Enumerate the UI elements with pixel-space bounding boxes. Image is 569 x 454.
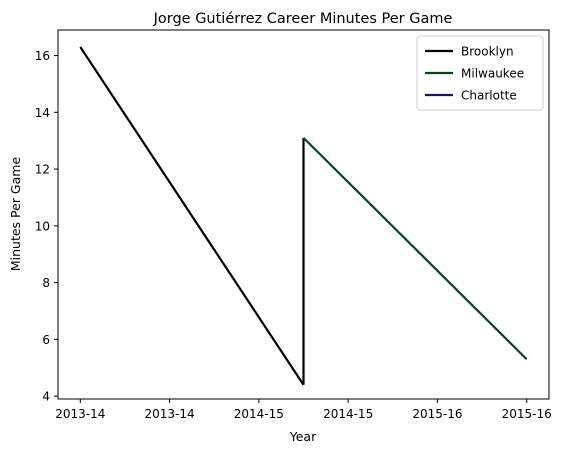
- series-line-brooklyn: [79, 46, 305, 386]
- y-tick-label: 12: [35, 163, 50, 177]
- legend-label-charlotte: Charlotte: [461, 89, 517, 103]
- y-tick-label: 6: [42, 333, 50, 347]
- series-layer: [79, 46, 528, 386]
- y-axis-label: Minutes Per Game: [8, 157, 23, 272]
- legend: Brooklyn Milwaukee Charlotte: [416, 35, 544, 111]
- x-axis: 2013-14 2013-14 2014-15 2014-15 2015-16 2015-…: [55, 399, 552, 421]
- legend-label-brooklyn: Brooklyn: [461, 45, 514, 59]
- x-axis-label: Year: [289, 429, 317, 444]
- legend-box: [416, 35, 544, 111]
- series-line-milwaukee: [302, 137, 528, 361]
- x-tick-label: 2013-14: [55, 407, 105, 421]
- x-tick-label: 2015-16: [502, 407, 552, 421]
- y-tick-label: 8: [42, 276, 50, 290]
- y-tick-label: 4: [42, 390, 50, 404]
- x-tick-label: 2014-15: [323, 407, 373, 421]
- y-tick-label: 10: [35, 219, 50, 233]
- x-tick-label: 2014-15: [234, 407, 284, 421]
- y-tick-label: 16: [35, 49, 50, 63]
- x-tick-label: 2015-16: [412, 407, 462, 421]
- chart-title: Jorge Gutiérrez Career Minutes Per Game: [153, 11, 453, 27]
- plot-frame: [57, 29, 550, 400]
- x-tick-label: 2013-14: [145, 407, 195, 421]
- y-tick-label: 14: [35, 106, 50, 120]
- y-axis: 4 6 8 10 12 14 16: [35, 49, 58, 404]
- legend-label-milwaukee: Milwaukee: [461, 67, 524, 81]
